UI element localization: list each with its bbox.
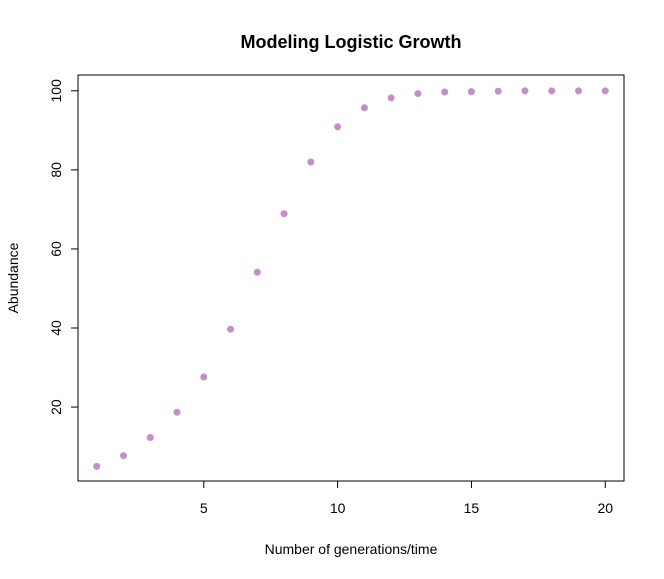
data-point xyxy=(173,408,181,416)
data-point xyxy=(467,88,475,96)
data-point xyxy=(146,434,154,442)
x-tick-label: 20 xyxy=(597,500,613,516)
y-axis: 20 40 60 80 100 xyxy=(48,79,79,415)
data-point xyxy=(93,462,101,470)
data-point xyxy=(280,210,288,218)
data-point xyxy=(601,87,609,95)
x-axis: 5 10 15 20 xyxy=(200,480,613,516)
y-tick-label: 40 xyxy=(48,320,64,336)
y-tick-label: 100 xyxy=(48,79,64,103)
x-tick-label: 10 xyxy=(330,500,346,516)
data-point xyxy=(307,158,315,166)
data-point xyxy=(120,452,127,460)
x-tick-label: 5 xyxy=(200,500,208,516)
data-point xyxy=(441,88,449,96)
data-point xyxy=(414,90,422,98)
data-point xyxy=(253,268,261,276)
data-point xyxy=(575,87,582,95)
data-point xyxy=(387,94,395,102)
x-tick-label: 15 xyxy=(464,500,480,516)
y-axis-label: Abundance xyxy=(5,242,21,313)
y-tick-label: 20 xyxy=(48,399,64,415)
y-tick-label: 60 xyxy=(48,241,64,257)
x-axis-label: Number of generations/time xyxy=(265,541,438,557)
data-points xyxy=(93,87,609,470)
data-point xyxy=(334,123,342,131)
data-point xyxy=(521,87,529,95)
data-point xyxy=(360,104,368,112)
chart-title: Modeling Logistic Growth xyxy=(241,32,462,52)
y-tick-label: 80 xyxy=(48,162,64,178)
data-point xyxy=(494,87,502,95)
plot-frame xyxy=(77,74,625,482)
data-point xyxy=(227,325,235,333)
data-point xyxy=(548,87,556,95)
data-point xyxy=(200,373,208,381)
